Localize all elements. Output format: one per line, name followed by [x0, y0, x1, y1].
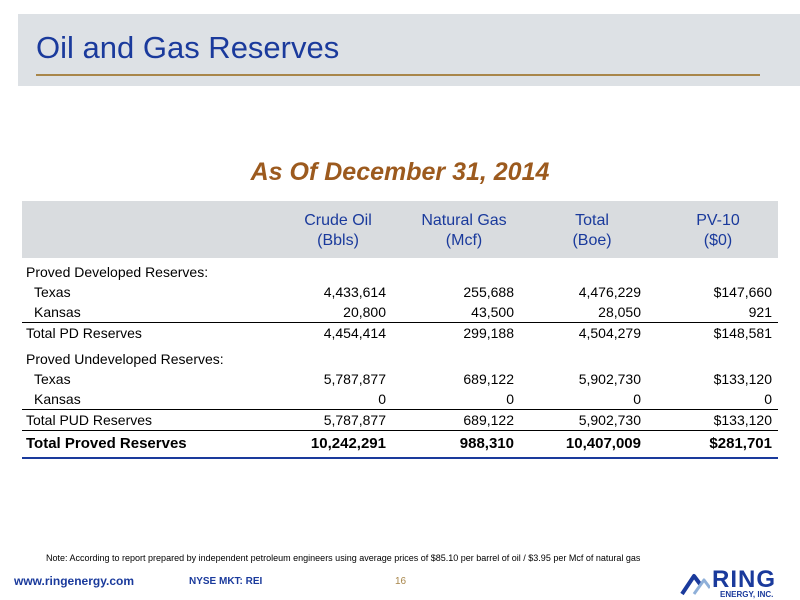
row-label: Total PUD Reserves	[26, 412, 153, 428]
page-number: 16	[395, 576, 407, 587]
col-header-natural-gas: Natural Gas (Mcf)	[404, 211, 524, 251]
table-header: Crude Oil (Bbls) Natural Gas (Mcf) Total…	[22, 201, 778, 258]
slide-subtitle: As Of December 31, 2014	[250, 158, 550, 186]
cell-total: 0	[633, 391, 641, 407]
col-header-line2: ($0)	[703, 232, 733, 249]
footnote: Note: According to report prepared by in…	[46, 553, 641, 563]
cell-natural-gas: 0	[506, 391, 514, 407]
col-header-total: Total (Boe)	[532, 211, 652, 251]
cell-crude-oil: 20,800	[343, 304, 386, 320]
ring-logo-icon	[680, 574, 710, 596]
section-header-pud: Proved Undeveloped Reserves:	[22, 349, 778, 369]
cell-pv10: $133,120	[713, 412, 772, 428]
cell-pv10: $133,120	[713, 371, 772, 387]
col-header-pv10: PV-10 ($0)	[658, 211, 778, 251]
cell-natural-gas: 299,188	[463, 325, 514, 341]
cell-total: 5,902,730	[578, 412, 641, 428]
total-row-pud: Total PUD Reserves 5,787,877 689,122 5,9…	[22, 410, 778, 430]
cell-crude-oil: 4,454,414	[323, 325, 386, 341]
cell-total: 10,407,009	[565, 435, 641, 452]
row-divider	[22, 430, 778, 431]
row-label: Texas	[34, 371, 71, 387]
slide-title: Oil and Gas Reserves	[36, 30, 340, 65]
row-label: Texas	[34, 284, 71, 300]
row-label: Total Proved Reserves	[26, 435, 187, 452]
col-header-crude-oil: Crude Oil (Bbls)	[278, 211, 398, 251]
cell-total: 5,902,730	[578, 371, 641, 387]
row-label: Kansas	[34, 391, 81, 407]
logo-wordmark: RING	[712, 566, 776, 593]
cell-crude-oil: 0	[378, 391, 386, 407]
cell-total: 4,476,229	[578, 284, 641, 300]
cell-pv10: $281,701	[709, 435, 772, 452]
cell-crude-oil: 4,433,614	[323, 284, 386, 300]
col-header-line1: Natural Gas	[421, 212, 507, 229]
table-bottom-rule	[22, 457, 778, 459]
cell-natural-gas: 689,122	[463, 412, 514, 428]
cell-total: 4,504,279	[578, 325, 641, 341]
cell-crude-oil: 5,787,877	[323, 371, 386, 387]
cell-natural-gas: 43,500	[471, 304, 514, 320]
table-row: Texas 5,787,877 689,122 5,902,730 $133,1…	[22, 369, 778, 389]
row-divider	[22, 322, 778, 323]
cell-total: 28,050	[598, 304, 641, 320]
cell-pv10: 0	[764, 391, 772, 407]
section-header-pd: Proved Developed Reserves:	[22, 262, 778, 282]
table-row: Kansas 0 0 0 0	[22, 389, 778, 409]
row-label: Total PD Reserves	[26, 325, 142, 341]
row-label: Kansas	[34, 304, 81, 320]
cell-crude-oil: 10,242,291	[310, 435, 386, 452]
title-underline	[36, 74, 760, 76]
cell-natural-gas: 255,688	[463, 284, 514, 300]
reserves-table: Crude Oil (Bbls) Natural Gas (Mcf) Total…	[22, 201, 778, 459]
col-header-line2: (Boe)	[572, 232, 612, 249]
row-label: Proved Undeveloped Reserves:	[26, 351, 224, 367]
cell-natural-gas: 689,122	[463, 371, 514, 387]
website-link[interactable]: www.ringenergy.com	[14, 574, 135, 588]
logo-subtext: ENERGY, INC.	[720, 590, 774, 599]
table-row: Texas 4,433,614 255,688 4,476,229 $147,6…	[22, 282, 778, 302]
col-header-line2: (Mcf)	[445, 232, 483, 249]
cell-pv10: $148,581	[713, 325, 772, 341]
row-divider	[22, 409, 778, 410]
company-logo: RING ENERGY, INC.	[680, 566, 792, 599]
grand-total-row: Total Proved Reserves 10,242,291 988,310…	[22, 431, 778, 457]
cell-pv10: $147,660	[713, 284, 772, 300]
stock-ticker: NYSE MKT: REI	[189, 576, 263, 587]
cell-pv10: 921	[748, 304, 772, 320]
col-header-line1: Total	[575, 212, 609, 229]
cell-natural-gas: 988,310	[459, 435, 514, 452]
col-header-line1: Crude Oil	[304, 212, 372, 229]
total-row-pd: Total PD Reserves 4,454,414 299,188 4,50…	[22, 323, 778, 343]
row-label: Proved Developed Reserves:	[26, 264, 209, 280]
col-header-line2: (Bbls)	[317, 232, 359, 249]
col-header-line1: PV-10	[696, 212, 740, 229]
cell-crude-oil: 5,787,877	[323, 412, 386, 428]
table-row: Kansas 20,800 43,500 28,050 921	[22, 302, 778, 322]
